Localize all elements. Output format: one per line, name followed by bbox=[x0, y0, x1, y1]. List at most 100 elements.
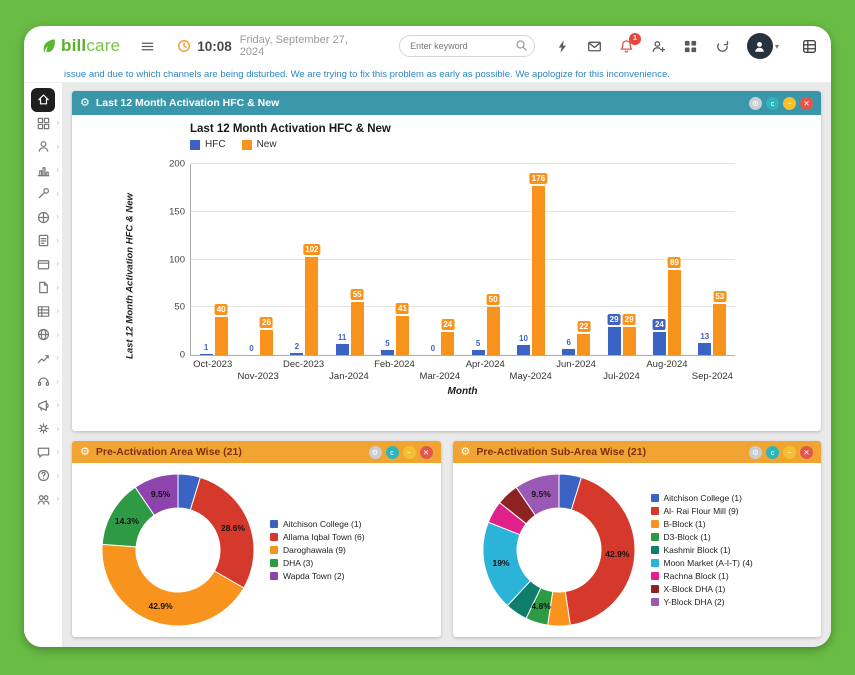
bar-value-label: 89 bbox=[668, 257, 681, 268]
bar-new bbox=[487, 307, 500, 355]
widget-minimize-button[interactable]: − bbox=[403, 446, 416, 459]
leaf-logo-icon bbox=[40, 37, 58, 55]
sidebar-item-reports[interactable]: › bbox=[24, 159, 62, 183]
sidebar-item-tools[interactable]: › bbox=[24, 182, 62, 206]
sidebar-item-documents[interactable]: › bbox=[24, 276, 62, 300]
chevron-right-icon: › bbox=[56, 331, 59, 339]
user-menu[interactable]: ▾ bbox=[747, 33, 779, 59]
chevron-right-icon: › bbox=[56, 237, 59, 245]
billcare-logo[interactable]: billcare bbox=[40, 36, 120, 56]
user-add-icon[interactable] bbox=[651, 39, 666, 54]
legend-swatch bbox=[270, 533, 278, 541]
legend-item[interactable]: DHA (3) bbox=[270, 558, 365, 568]
chevron-right-icon: › bbox=[56, 448, 59, 456]
gear-icon: ⚙ bbox=[80, 447, 90, 458]
legend-item[interactable]: Y-Block DHA (2) bbox=[651, 597, 753, 607]
legend-item[interactable]: B-Block (1) bbox=[651, 519, 753, 529]
sidebar-item-customers[interactable]: › bbox=[24, 135, 62, 159]
legend-label: Wapda Town (2) bbox=[283, 571, 344, 581]
sidebar-item-help[interactable]: › bbox=[24, 464, 62, 488]
sidebar-item-network[interactable]: › bbox=[24, 206, 62, 230]
bar-value-label: 40 bbox=[215, 304, 228, 315]
mail-icon[interactable] bbox=[587, 39, 602, 54]
bell-icon[interactable]: 1 bbox=[619, 39, 634, 54]
widget-collapse-button[interactable]: c bbox=[766, 446, 779, 459]
wrench-icon bbox=[36, 186, 51, 201]
legend-item[interactable]: Allama Iqbal Town (6) bbox=[270, 532, 365, 542]
legend-item[interactable]: Rachna Block (1) bbox=[651, 571, 753, 581]
bolt-icon[interactable] bbox=[555, 39, 570, 54]
bar-new bbox=[351, 302, 364, 355]
widget-minimize-button[interactable]: − bbox=[783, 446, 796, 459]
donut-slice bbox=[565, 477, 635, 625]
gear-icon: ⚙ bbox=[80, 98, 90, 109]
refresh-icon[interactable] bbox=[715, 39, 730, 54]
sidebar-item-tasks[interactable]: › bbox=[24, 229, 62, 253]
sidebar-item-web[interactable]: › bbox=[24, 323, 62, 347]
bar-group: 2929 bbox=[599, 164, 644, 355]
legend-item[interactable]: D3-Block (1) bbox=[651, 532, 753, 542]
legend-swatch bbox=[651, 546, 659, 554]
legend-item[interactable]: Moon Market (A-I-T) (4) bbox=[651, 558, 753, 568]
bar-value-label: 26 bbox=[260, 317, 273, 328]
sidebar-item-analytics[interactable]: › bbox=[24, 347, 62, 371]
megaphone-icon bbox=[36, 398, 51, 413]
layout-grid-icon[interactable] bbox=[802, 39, 817, 54]
sidebar-item-messages[interactable]: › bbox=[24, 441, 62, 465]
sidebar-item-billing[interactable]: › bbox=[24, 253, 62, 277]
sidebar-item-dashboard[interactable]: › bbox=[24, 112, 62, 136]
x-tick-label: Sep-2024 bbox=[690, 359, 735, 386]
widget-minimize-button[interactable]: − bbox=[783, 97, 796, 110]
chevron-right-icon: › bbox=[56, 213, 59, 221]
legend-swatch bbox=[651, 507, 659, 515]
x-tick-label: Feb-2024 bbox=[372, 359, 417, 386]
sidebar-item-home[interactable] bbox=[24, 88, 62, 112]
widget-collapse-button[interactable]: c bbox=[386, 446, 399, 459]
legend-swatch bbox=[651, 598, 659, 606]
legend-item-new[interactable]: New bbox=[242, 139, 277, 150]
bar-new bbox=[215, 317, 228, 355]
bar-group: 026 bbox=[236, 164, 281, 355]
widget-settings-button[interactable]: ⚙ bbox=[749, 446, 762, 459]
subarea-donut-legend: Aitchison College (1) Al- Rai Flour Mill … bbox=[651, 493, 753, 607]
menu-icon[interactable] bbox=[140, 39, 155, 54]
legend-item[interactable]: Al- Rai Flour Mill (9) bbox=[651, 506, 753, 516]
chevron-right-icon: › bbox=[56, 425, 59, 433]
chart-legend: HFC New bbox=[190, 139, 821, 150]
sidebar-item-announcements[interactable]: › bbox=[24, 394, 62, 418]
widget-close-button[interactable]: ✕ bbox=[800, 446, 813, 459]
legend-item[interactable]: Aitchison College (1) bbox=[651, 493, 753, 503]
header-actions: 1 ▾ bbox=[555, 33, 817, 59]
bar-value-label: 5 bbox=[385, 339, 389, 348]
search-icon[interactable] bbox=[515, 39, 528, 52]
bar-value-label: 11 bbox=[338, 333, 346, 342]
widget-close-button[interactable]: ✕ bbox=[800, 97, 813, 110]
legend-label: Al- Rai Flour Mill (9) bbox=[664, 506, 739, 516]
sidebar-item-team[interactable]: › bbox=[24, 488, 62, 512]
widget-collapse-button[interactable]: c bbox=[766, 97, 779, 110]
sidebar-item-support[interactable]: › bbox=[24, 370, 62, 394]
widget-settings-button[interactable]: ⚙ bbox=[369, 446, 382, 459]
legend-item[interactable]: X-Block DHA (1) bbox=[651, 584, 753, 594]
bar-hfc bbox=[336, 344, 349, 355]
keyword-search bbox=[399, 35, 535, 57]
bar-value-label: 29 bbox=[608, 314, 621, 325]
legend-item[interactable]: Wapda Town (2) bbox=[270, 571, 365, 581]
legend-label: Rachna Block (1) bbox=[664, 571, 729, 581]
x-tick-label: Apr-2024 bbox=[463, 359, 508, 386]
widget-close-button[interactable]: ✕ bbox=[420, 446, 433, 459]
checklist-icon bbox=[36, 233, 51, 248]
legend-item[interactable]: Kashmir Block (1) bbox=[651, 545, 753, 555]
sidebar-item-inventory[interactable]: › bbox=[24, 300, 62, 324]
bar-new bbox=[441, 332, 454, 355]
sidebar-item-settings[interactable]: › bbox=[24, 417, 62, 441]
legend-item[interactable]: Daroghawala (9) bbox=[270, 545, 365, 555]
x-tick-label: Jun-2024 bbox=[553, 359, 598, 386]
bar-group: 10176 bbox=[508, 164, 553, 355]
legend-item-hfc[interactable]: HFC bbox=[190, 139, 226, 150]
widget-settings-button[interactable]: ⚙ bbox=[749, 97, 762, 110]
apps-grid-icon[interactable] bbox=[683, 39, 698, 54]
legend-item[interactable]: Aitchison College (1) bbox=[270, 519, 365, 529]
bar-chart-icon bbox=[36, 163, 51, 178]
bar-hfc bbox=[517, 345, 530, 355]
